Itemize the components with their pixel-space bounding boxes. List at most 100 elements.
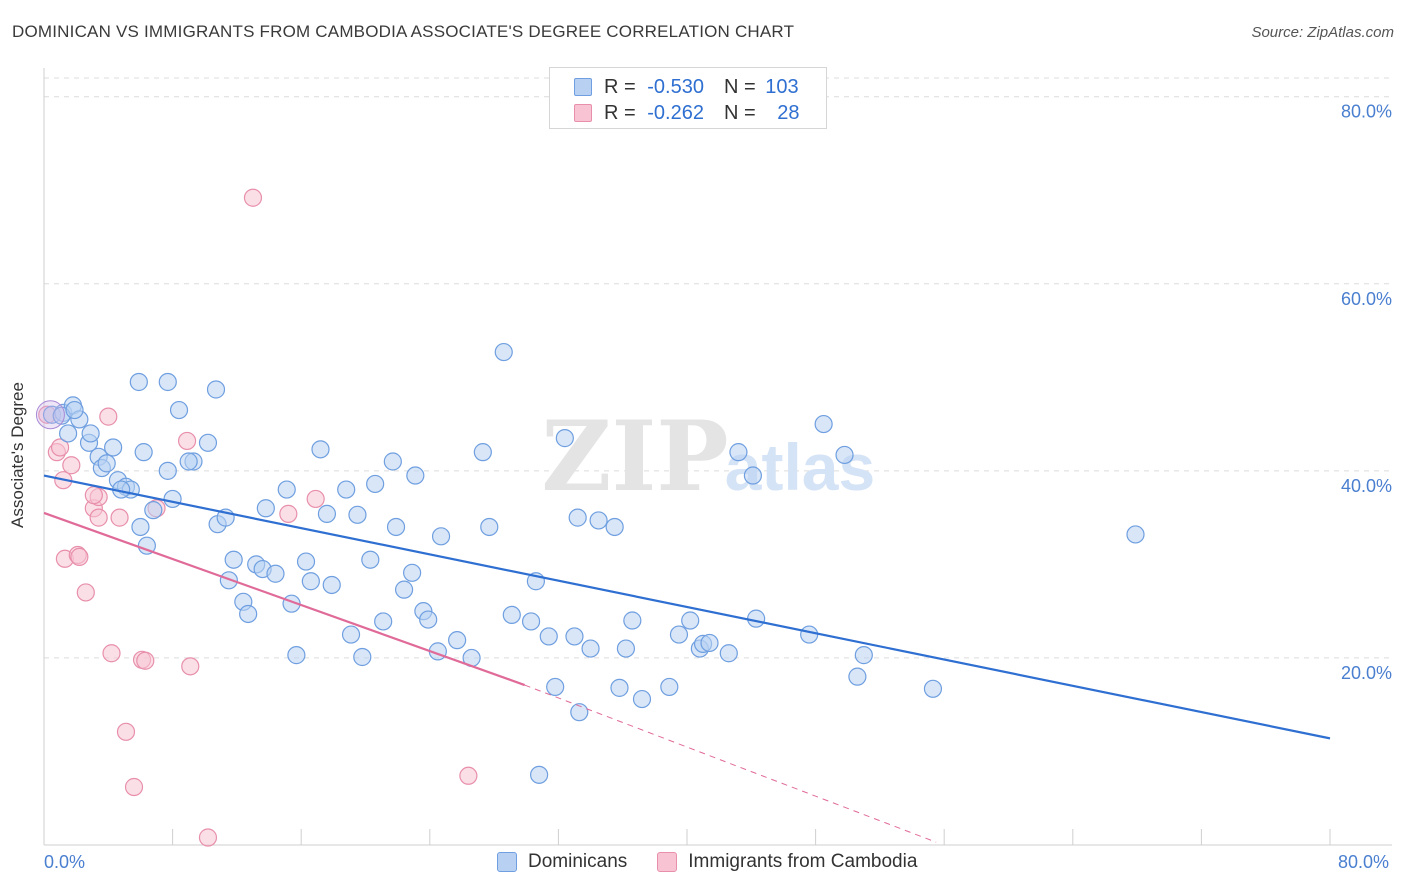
data-point-dominicans [835, 445, 854, 465]
data-point-dominicans [616, 639, 636, 658]
data-point-dominicans [589, 511, 608, 530]
data-point-dominicans [480, 517, 499, 537]
watermark-atlas: atlas [725, 430, 875, 504]
data-point-dominicans [1126, 525, 1145, 544]
data-point-dominicans [747, 609, 766, 628]
legend-r-value: -0.262 [647, 101, 704, 124]
data-point-dominicans [301, 572, 320, 591]
data-point-dominicans [743, 466, 763, 485]
data-point-cambodia [124, 777, 144, 797]
data-point-dominicans [158, 461, 177, 480]
data-point-dominicans [681, 611, 700, 630]
legend-n-value: 28 [777, 101, 800, 124]
data-point-dominicans [610, 678, 629, 697]
source-label: Source: ZipAtlas.com [1251, 24, 1394, 41]
legend-r-label: R = [604, 101, 642, 124]
trend-line-cambodia [43, 511, 526, 687]
data-point-dominicans [81, 424, 100, 443]
y-axis-label: Associate's Degree [8, 382, 27, 528]
correlation-legend: R = -0.530 N = 103 R = -0.262 N = 28 [549, 67, 827, 129]
data-point-dominicans [660, 677, 679, 697]
data-point-dominicans [394, 580, 414, 599]
trend-line-dominicans [43, 474, 1331, 740]
data-point-cambodia [279, 504, 298, 523]
data-point-dominicans [361, 550, 380, 569]
data-point-cambodia [62, 456, 81, 475]
data-point-dominicans [353, 647, 372, 667]
data-point-dominicans [59, 424, 78, 443]
data-point-dominicans [605, 517, 624, 537]
data-point-dominicans [341, 625, 361, 644]
data-point-dominicans [848, 667, 867, 686]
data-point-dominicans [406, 466, 425, 485]
data-point-cambodia [306, 489, 325, 509]
data-point-dominicans [337, 480, 356, 499]
data-point-dominicans [366, 474, 385, 494]
data-point-dominicans [179, 452, 198, 471]
data-point-dominicans [239, 604, 258, 624]
data-point-cambodia [243, 188, 263, 207]
data-point-cambodia [50, 438, 70, 457]
data-point-cambodia [177, 431, 197, 451]
data-point-dominicans [322, 575, 341, 595]
data-point-dominicans [570, 703, 589, 722]
watermark-zip: ZIP [541, 400, 728, 513]
data-point-dominicans [565, 627, 584, 646]
data-point-cambodia [99, 407, 118, 426]
data-point-dominicans [502, 605, 521, 625]
data-point-dominicans [719, 644, 738, 663]
data-point-dominicans [65, 400, 84, 420]
cluster-marker [35, 400, 65, 430]
data-point-dominicans [256, 499, 275, 518]
legend-swatch-pink [574, 104, 592, 122]
data-point-dominicans [555, 429, 574, 448]
data-point-cambodia [116, 722, 136, 741]
data-point-dominicans [296, 552, 316, 571]
data-point-dominicans [530, 765, 549, 784]
data-point-dominicans [568, 508, 587, 527]
series-label-dominicans: Dominicans [528, 851, 628, 872]
data-point-dominicans [632, 689, 652, 709]
y-tick-label: 80.0% [1341, 102, 1392, 122]
data-point-cambodia [110, 508, 129, 527]
data-point-cambodia [198, 828, 218, 847]
data-point-cambodia [136, 651, 155, 670]
legend-n-label: N = [723, 75, 762, 98]
data-point-dominicans [669, 625, 689, 644]
data-point-dominicans [800, 625, 819, 644]
series-legend-item-cambodia: Immigrants from Cambodia [657, 851, 917, 873]
data-point-dominicans [403, 563, 422, 582]
x-tick-label-max: 80.0% [1338, 852, 1390, 872]
data-point-dominicans [374, 612, 393, 631]
data-point-dominicans [623, 611, 642, 630]
data-point-dominicans [473, 443, 492, 462]
data-point-dominicans [854, 646, 873, 665]
data-point-dominicans [144, 501, 163, 520]
data-point-dominicans [311, 440, 330, 459]
data-point-dominicans [729, 443, 748, 462]
series-legend-item-dominicans: Dominicans [497, 851, 627, 873]
data-point-dominicans [198, 433, 218, 452]
data-point-cambodia [70, 547, 89, 567]
data-point-dominicans [169, 400, 189, 420]
data-point-cambodia [76, 583, 95, 602]
data-point-dominicans [104, 438, 123, 457]
data-point-dominicans [266, 564, 285, 583]
series-swatch-blue [497, 852, 517, 872]
legend-n-label: N = [723, 101, 762, 124]
data-point-dominicans [521, 612, 541, 631]
data-point-cambodia [84, 486, 103, 505]
data-point-dominicans [581, 639, 600, 658]
data-point-dominicans [317, 504, 337, 523]
y-tick-label: 40.0% [1341, 476, 1392, 496]
data-point-dominicans [419, 610, 438, 629]
data-point-dominicans [206, 380, 226, 399]
data-point-cambodia [459, 766, 478, 785]
trend-line-cambodia-extension [524, 684, 937, 843]
data-point-cambodia [102, 644, 121, 663]
data-point-dominicans [814, 414, 833, 434]
data-point-dominicans [97, 454, 116, 473]
legend-row-cambodia: R = -0.262 N = 28 [574, 101, 799, 125]
data-point-dominicans [131, 517, 150, 537]
